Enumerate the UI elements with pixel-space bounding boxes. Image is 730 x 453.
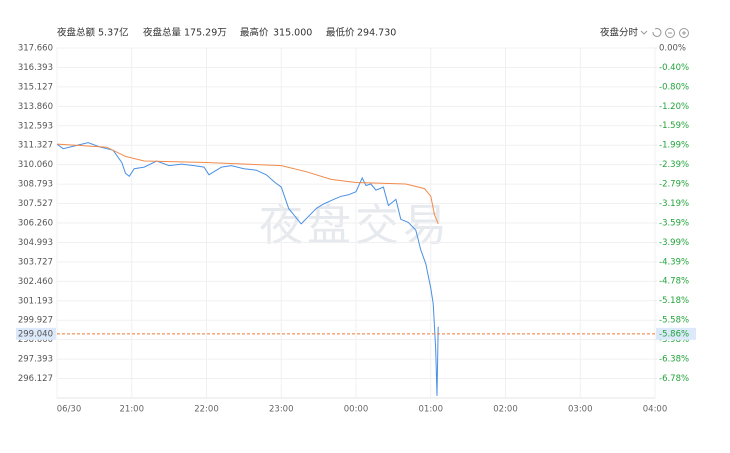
y2-tick-label: -4.78% [659,277,689,287]
current-price-box [16,327,56,340]
y2-tick-label: -5.18% [659,296,689,306]
y-tick-label: 304.993 [18,238,53,248]
y-tick-label: 303.727 [18,257,53,267]
x-tick-label: 03:00 [568,405,593,415]
y-tick-label: 296.127 [18,374,53,384]
y2-tick-label: -3.99% [659,238,689,248]
y-tick-label: 310.060 [18,160,53,170]
y-tick-label: 315.127 [18,82,53,92]
x-tick-label: 23:00 [269,405,294,415]
stat-label: 最高价 [240,27,269,39]
zoom-in-icon[interactable] [679,28,689,38]
x-tick-label: 22:00 [194,405,219,415]
y-tick-label: 302.460 [18,277,53,287]
y-tick-label: 312.593 [18,121,53,131]
x-tick-label: 01:00 [419,405,444,415]
y-tick-label: 307.527 [18,199,53,209]
x-tick-label: 00:00 [344,405,369,415]
y2-tick-label: -0.40% [659,63,689,73]
y-tick-label: 297.393 [18,355,53,365]
y2-tick-label: -2.79% [659,180,689,190]
y2-tick-label: -3.59% [659,219,689,229]
current-price-label: 299.040 [18,329,53,339]
y-tick-label: 316.393 [18,63,53,73]
y2-tick-label: -5.98% [659,335,689,345]
y-tick-label: 311.327 [18,141,53,151]
current-pct-label: -5.86% [659,329,689,339]
price-line [56,143,439,225]
stat-value: 315.000 [273,28,312,39]
stat-label: 夜盘总额 [57,27,96,39]
mode-select[interactable]: 夜盘分时 [600,27,639,39]
stat-value: 5.37亿 [98,27,129,39]
y-tick-label: 298.660 [18,335,53,345]
watermark: 夜盘交易 [259,200,451,251]
header: 夜盘总额 5.37亿 夜盘总量 175.29万 最高价 315.000 最低价 … [57,27,689,39]
y2-tick-label: -6.38% [659,355,689,365]
y2-tick-label: -2.39% [659,160,689,170]
y-tick-label: 306.260 [18,219,53,229]
y2-tick-label: -5.58% [659,316,689,326]
y2-tick-label: -0.80% [659,82,689,92]
y-tick-label: 313.860 [18,102,53,112]
reset-icon[interactable] [652,28,662,37]
stat-value: 294.730 [357,28,396,39]
zoom-out-icon[interactable] [665,28,675,38]
x-tick-label: 21:00 [120,405,145,415]
x-tick-label: 02:00 [493,405,518,415]
stat-value: 175.29万 [184,28,227,39]
caret[interactable] [640,30,648,35]
stat-label: 夜盘总量 [143,27,182,39]
y-tick-label: 308.793 [18,180,53,190]
y-tick-label: 317.660 [18,44,53,54]
y-tick-label: 301.193 [18,296,53,306]
y2-tick-label: -3.19% [659,199,689,209]
x-tick-label: 06/30 [57,405,82,415]
y2-tick-label: 0.00% [659,44,686,54]
current-pct-box [656,327,696,340]
y2-tick-label: -4.39% [659,257,689,267]
y2-tick-label: -6.78% [659,374,689,384]
y-tick-label: 299.927 [18,316,53,326]
x-tick-label: 04:00 [643,405,668,415]
stat-label: 最低价 [326,27,355,39]
icon-part [682,31,686,35]
y2-tick-label: -1.99% [659,141,689,151]
price-line [56,142,439,396]
y2-tick-label: -1.59% [659,121,689,131]
y2-tick-label: -1.20% [659,102,689,112]
